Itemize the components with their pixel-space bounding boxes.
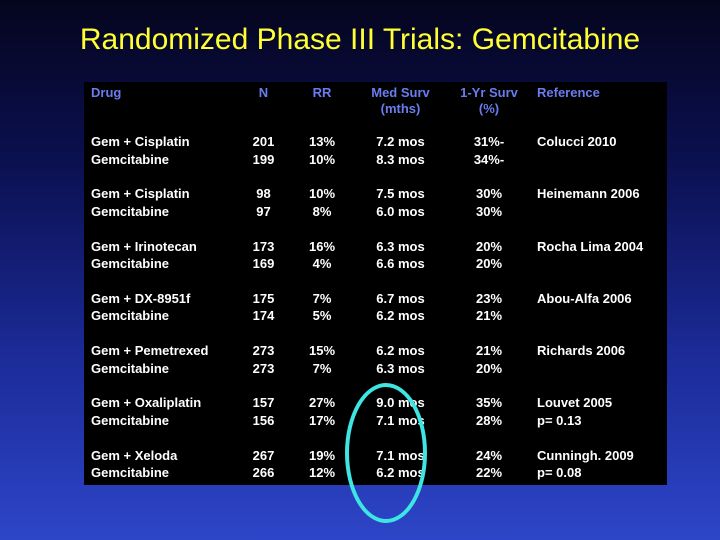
cell-rr: 19% 12% — [308, 447, 336, 481]
cell-drug: Gem + Oxaliplatin Gemcitabine — [91, 395, 202, 428]
header-rr: RR — [312, 85, 332, 100]
cell-reference: Heinemann 2006 — [537, 186, 640, 202]
cell-one-yr-surv: 35% 28% — [475, 395, 503, 428]
table-row: Gem + DX-8951f Gemcitabine 175 174 7% 5% 6.7 m… — [84, 290, 667, 342]
cell-drug: Gem + Cisplatin Gemcitabine — [91, 134, 190, 167]
cell-n: 273 273 — [252, 343, 275, 376]
cell-reference: Louvet 2005 p= 0.13 — [537, 395, 613, 428]
header-med-surv: Med Surv (mths) — [371, 85, 430, 116]
cell-one-yr-surv: 21% 20% — [475, 343, 503, 376]
cell-rr: 15% 7% — [308, 343, 336, 376]
header-n: N — [258, 85, 269, 100]
header-row: Drug N RR Med Surv (mths) 1-Yr Surv (%) … — [84, 82, 667, 133]
cell-one-yr-surv: 30% 30% — [475, 186, 503, 219]
cell-med-surv: 7.5 mos 6.0 mos — [376, 186, 425, 219]
cell-med-surv: 6.3 mos 6.6 mos — [376, 238, 425, 272]
cell-n: 157 156 — [252, 395, 275, 428]
table-row: Gem + Cisplatin Gemcitabine 201 199 13% 10% 7.… — [84, 133, 667, 185]
cell-drug: Gem + Cisplatin Gemcitabine — [91, 186, 190, 219]
cell-rr: 10% 8% — [308, 186, 336, 219]
cell-rr: 7% 5% — [312, 290, 332, 324]
cell-reference: Cunningh. 2009 p= 0.08 — [537, 447, 634, 481]
cell-reference: Richards 2006 — [537, 343, 626, 359]
cell-drug: Gem + DX-8951f Gemcitabine — [91, 290, 191, 324]
cell-rr: 16% 4% — [308, 238, 336, 272]
table-row: Gem + Cisplatin Gemcitabine 98 97 10% 8% 7.5 m… — [84, 185, 667, 237]
slide-title: Randomized Phase III Trials: Gemcitabine — [79, 23, 641, 56]
highlight-oval — [345, 383, 427, 523]
cell-drug: Gem + Pemetrexed Gemcitabine — [91, 343, 209, 376]
cell-n: 201 199 — [252, 134, 275, 167]
cell-drug: Gem + Irinotecan Gemcitabine — [91, 238, 197, 272]
cell-one-yr-surv: 31%- 34%- — [473, 134, 505, 167]
cell-reference: Abou-Alfa 2006 — [537, 290, 632, 306]
header-drug: Drug — [91, 85, 122, 100]
cell-n: 267 266 — [252, 447, 275, 481]
cell-reference: Rocha Lima 2004 — [537, 238, 644, 254]
cell-med-surv: 7.2 mos 8.3 mos — [376, 134, 425, 167]
table-row: Gem + Pemetrexed Gemcitabine 273 273 15% 7% 6.… — [84, 342, 667, 394]
cell-one-yr-surv: 23% 21% — [475, 290, 503, 324]
header-one-yr-surv: 1-Yr Surv (%) — [460, 85, 518, 116]
table-row: Gem + Irinotecan Gemcitabine 173 169 16% 4% 6.… — [84, 238, 667, 290]
cell-med-surv: 6.2 mos 6.3 mos — [376, 343, 425, 376]
cell-n: 173 169 — [252, 238, 275, 272]
cell-reference: Colucci 2010 — [537, 134, 617, 149]
cell-n: 98 97 — [256, 186, 271, 219]
cell-rr: 27% 17% — [308, 395, 336, 428]
cell-one-yr-surv: 24% 22% — [475, 447, 503, 481]
cell-rr: 13% 10% — [308, 134, 336, 167]
cell-one-yr-surv: 20% 20% — [475, 238, 503, 272]
cell-n: 175 174 — [252, 290, 275, 324]
cell-drug: Gem + Xeloda Gemcitabine — [91, 447, 178, 481]
cell-med-surv: 6.7 mos 6.2 mos — [376, 290, 425, 324]
header-reference: Reference — [537, 85, 600, 100]
